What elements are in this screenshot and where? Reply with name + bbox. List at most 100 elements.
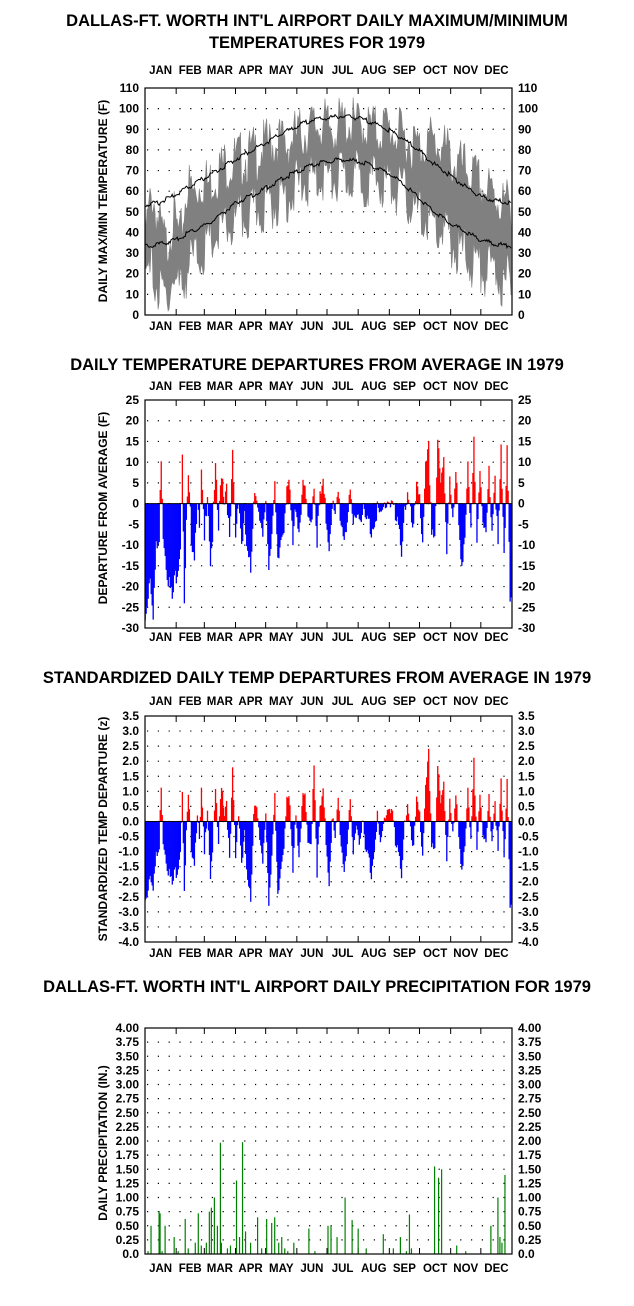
- departure-bar: [281, 821, 283, 862]
- departure-bar: [241, 503, 243, 544]
- departure-bar: [505, 808, 507, 822]
- departure-bar: [207, 503, 210, 517]
- departure-bar: [418, 494, 421, 504]
- departure-bar: [370, 821, 373, 880]
- chart-title: DALLAS-FT. WORTH INT'L AIRPORT DAILY MAX…: [66, 12, 568, 30]
- departure-bar: [493, 492, 495, 504]
- departure-bar: [347, 503, 349, 513]
- departure-bar: [482, 503, 484, 523]
- departure-bar: [318, 821, 320, 827]
- departure-bar: [275, 821, 277, 831]
- departure-bar: [177, 821, 179, 870]
- y-tick-right: -1.5: [518, 860, 539, 874]
- departure-bar: [213, 489, 216, 504]
- departure-bar: [238, 816, 240, 822]
- departure-bar: [494, 801, 496, 822]
- month-label-bottom: DEC: [484, 632, 508, 644]
- departure-bar: [327, 821, 329, 873]
- departure-bar: [397, 503, 400, 525]
- departure-bar: [341, 821, 343, 853]
- departure-bar: [485, 821, 487, 843]
- departure-bar: [186, 811, 189, 822]
- departure-bar: [304, 485, 306, 504]
- departure-bar: [463, 503, 465, 545]
- departure-bar: [311, 503, 313, 520]
- month-label-top: DEC: [484, 696, 508, 708]
- departure-bar: [314, 503, 316, 505]
- month-label-bottom: SEP: [393, 1263, 416, 1275]
- y-tick-right: 1.00: [518, 1191, 542, 1205]
- departure-bar: [197, 821, 200, 823]
- departure-bar: [453, 821, 455, 824]
- month-label-top: DEC: [484, 65, 508, 77]
- departure-bar: [336, 809, 338, 822]
- departure-bar: [320, 805, 322, 822]
- month-label-top: OCT: [423, 65, 447, 77]
- departure-bar: [155, 821, 157, 852]
- departure-bar: [262, 503, 264, 537]
- departure-bar: [158, 503, 160, 543]
- y-tick-right: 50: [518, 205, 532, 219]
- departure-bar: [329, 821, 331, 862]
- chart-title: STANDARDIZED DAILY TEMP DEPARTURES FROM …: [43, 669, 591, 687]
- departure-bar: [250, 503, 252, 573]
- departure-bar: [464, 503, 466, 538]
- departure-bar: [410, 821, 413, 841]
- y-tick-right: 4.00: [518, 1021, 542, 1035]
- departure-bar: [164, 503, 166, 557]
- departure-bar: [164, 821, 166, 855]
- departure-bar: [392, 820, 395, 822]
- departure-bar: [145, 821, 147, 899]
- month-label-top: SEP: [393, 65, 416, 77]
- y-tick-left: 0.0: [122, 1247, 139, 1261]
- y-tick-left: 0.25: [116, 1233, 140, 1247]
- departure-bar: [330, 503, 332, 525]
- departure-bar: [170, 503, 172, 587]
- departure-bar: [277, 821, 279, 894]
- month-label-bottom: SEP: [393, 632, 416, 644]
- y-tick-right: 3.00: [518, 1078, 542, 1092]
- departure-bar: [180, 821, 182, 823]
- departure-bar: [502, 821, 504, 832]
- departure-bar: [261, 821, 263, 854]
- y-tick-left: 2.00: [116, 1134, 140, 1148]
- departure-bar: [273, 814, 275, 822]
- y-tick-right: 25: [518, 393, 532, 407]
- departure-bar: [265, 500, 267, 504]
- departure-bar: [480, 807, 482, 822]
- departure-bar: [353, 503, 355, 516]
- departure-bar: [151, 503, 153, 606]
- departure-bar: [400, 821, 403, 879]
- departure-bar: [477, 503, 479, 520]
- departure-bar: [431, 821, 433, 848]
- departure-bar: [376, 501, 379, 504]
- departure-bar: [165, 503, 167, 570]
- departure-bar: [426, 460, 428, 504]
- departure-bar: [326, 503, 328, 530]
- departure-bar: [211, 821, 214, 853]
- departure-bar: [466, 488, 468, 504]
- departure-bar: [165, 821, 167, 864]
- departure-bar: [415, 481, 418, 504]
- month-label-top: JUN: [300, 65, 323, 77]
- departure-bar: [450, 812, 452, 822]
- y-tick-left: -20: [122, 580, 140, 594]
- departure-bar: [232, 800, 235, 822]
- departure-bar: [173, 821, 175, 870]
- y-tick-left: 110: [120, 81, 140, 95]
- departure-bar: [224, 491, 227, 504]
- departure-bar: [486, 821, 488, 829]
- departure-bar: [490, 821, 492, 832]
- departure-bar: [209, 503, 212, 567]
- y-tick-left: 1.00: [116, 1191, 140, 1205]
- month-label-bottom: AUG: [361, 321, 387, 333]
- y-tick-left: 0: [132, 497, 139, 511]
- departure-bar: [161, 498, 163, 504]
- departure-bar: [443, 457, 445, 504]
- departure-bar: [442, 790, 444, 822]
- month-label-bottom: JUL: [332, 632, 354, 644]
- departure-bar: [240, 503, 242, 529]
- departure-bar: [168, 503, 170, 578]
- departure-bar: [337, 797, 339, 822]
